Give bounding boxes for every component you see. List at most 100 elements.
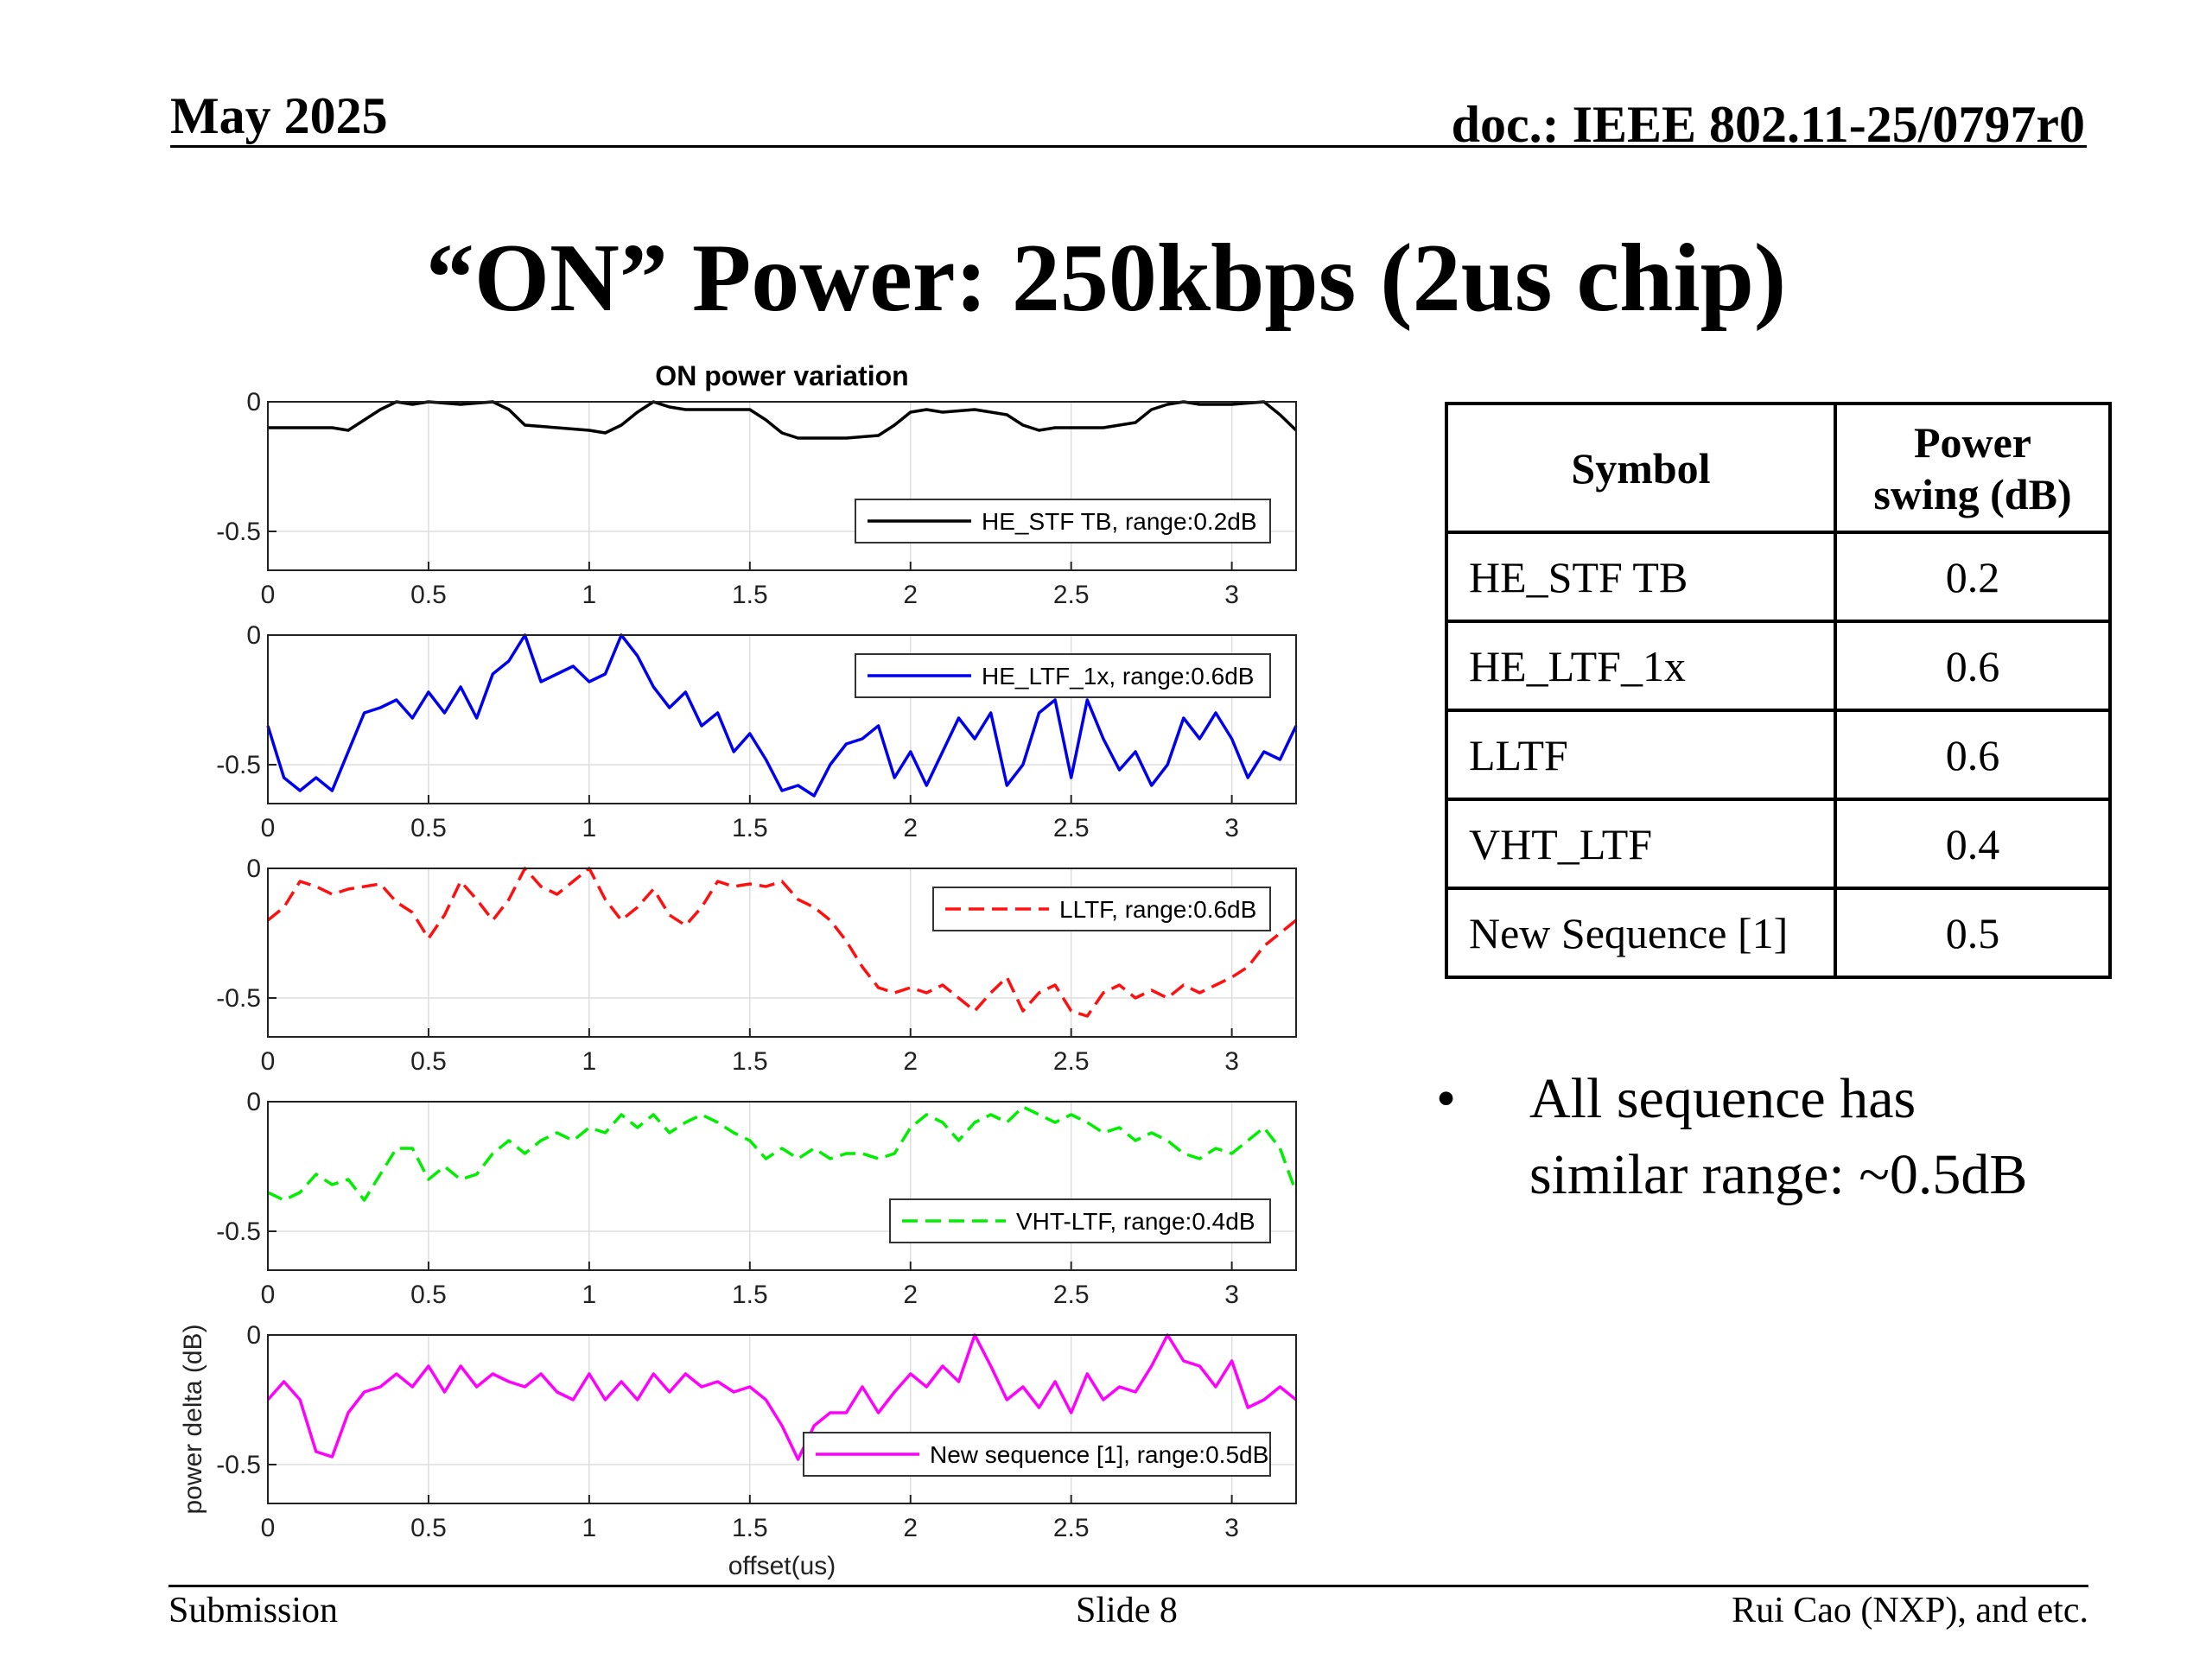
x-tick-label: 2: [903, 1047, 918, 1076]
x-tick-label: 3: [1224, 581, 1239, 609]
table-row: HE_LTF_1x 0.6: [1445, 620, 2112, 712]
x-tick-label: 0: [261, 1047, 276, 1076]
bullet-line: similar range: ~0.5dB: [1529, 1143, 2028, 1206]
y-tick-label: -0.5: [216, 518, 261, 546]
x-tick-label: 0: [261, 1281, 276, 1309]
x-tick-label: 0: [261, 1514, 276, 1542]
x-tick-label: 0.5: [410, 581, 447, 609]
axes-box: [267, 868, 1297, 1038]
y-tick-label: 0: [246, 388, 261, 416]
x-tick-label: 2: [903, 814, 918, 842]
x-tick-label: 1.5: [732, 1047, 768, 1076]
y-tick-label: 0: [246, 1088, 261, 1116]
x-tick-label: 2: [903, 1281, 918, 1309]
table-cell-symbol: HE_STF TB: [1445, 531, 1837, 623]
chart-svg: ON power variation 0 0.5 1 1.5 2 2.5 3 0 -0.5 HE_S…: [179, 360, 1298, 1580]
table-header-row: Symbol Power swing (dB): [1445, 402, 2112, 534]
y-tick-label: 0: [246, 621, 261, 650]
axes-box: [267, 401, 1297, 571]
table-cell-symbol: HE_LTF_1x: [1445, 620, 1837, 712]
x-tick-label: 1.5: [732, 1281, 768, 1309]
bullet-text: All sequence has similar range: ~0.5dB: [1529, 1061, 2134, 1213]
x-tick-label: 1.5: [732, 581, 768, 609]
series-line: [266, 867, 1298, 1018]
x-tick-label: 1: [582, 1047, 597, 1076]
y-axis-label: power delta (dB): [179, 1324, 207, 1514]
chart-title: ON power variation: [655, 360, 908, 391]
table-header-swing: Power swing (dB): [1834, 402, 2112, 534]
footer-author: Rui Cao (NXP), and etc.: [1732, 1591, 2088, 1630]
axes-box: [267, 634, 1297, 804]
table-cell-swing: 0.4: [1834, 798, 2112, 890]
x-tick-label: 0.5: [410, 1514, 447, 1542]
y-tick-label: 0: [246, 855, 261, 883]
series-line: [267, 1105, 1298, 1202]
bullet-marker: •: [1436, 1067, 1457, 1130]
x-tick-label: 2: [903, 581, 918, 609]
table-cell-swing: 0.6: [1834, 709, 2112, 801]
table-cell-symbol: New Sequence [1]: [1445, 887, 1837, 979]
footer-rule: [168, 1585, 2088, 1587]
table-cell-swing: 0.6: [1834, 620, 2112, 712]
series-line: [266, 1333, 1298, 1461]
table-header-symbol-text: Symbol: [1571, 443, 1711, 493]
table-row: New Sequence [1] 0.5: [1445, 887, 2112, 979]
table-header-swing-line2: swing (dB): [1873, 469, 2072, 518]
y-tick-label: -0.5: [216, 984, 261, 1013]
x-tick-label: 0: [261, 814, 276, 842]
x-tick-label: 2.5: [1053, 1281, 1090, 1309]
series-line: [268, 400, 1298, 440]
x-tick-label: 2.5: [1053, 581, 1090, 609]
axes-box: [267, 1334, 1297, 1504]
x-tick-label: 2.5: [1053, 1514, 1090, 1542]
x-tick-label: 0.5: [410, 1281, 447, 1309]
x-tick-label: 0: [261, 581, 276, 609]
x-tick-label: 3: [1224, 814, 1239, 842]
y-tick-label: -0.5: [216, 1451, 261, 1479]
table-row: VHT_LTF 0.4: [1445, 798, 2112, 890]
legend-label: HE_LTF_1x, range:0.6dB: [982, 663, 1254, 690]
header-doc-id: doc.: IEEE 802.11-25/0797r0: [1451, 96, 2085, 153]
chart-figure: ON power variation 0 0.5 1 1.5 2 2.5 3 0 -0.5 HE_S…: [168, 353, 1326, 1584]
table-header-swing-line1: Power: [1913, 417, 2032, 467]
x-tick-label: 2: [903, 1514, 918, 1542]
x-tick-label: 2.5: [1053, 1047, 1090, 1076]
x-tick-label: 3: [1224, 1281, 1239, 1309]
x-tick-label: 0.5: [410, 1047, 447, 1076]
slide-title: “ON” Power: 250kbps (2us chip): [425, 225, 1787, 332]
series-line: [266, 633, 1298, 798]
legend-label: HE_STF TB, range:0.2dB: [982, 508, 1257, 535]
x-tick-label: 1: [582, 581, 597, 609]
table-cell-symbol: LLTF: [1445, 709, 1837, 801]
x-tick-label: 3: [1224, 1514, 1239, 1542]
x-tick-label: 1.5: [732, 1514, 768, 1542]
table-cell-swing: 0.5: [1834, 887, 2112, 979]
x-tick-label: 1: [582, 1281, 597, 1309]
x-tick-label: 3: [1224, 1047, 1239, 1076]
table-cell-swing: 0.2: [1834, 531, 2112, 623]
table-header-symbol: Symbol: [1445, 402, 1837, 534]
table-cell-symbol: VHT_LTF: [1445, 798, 1837, 890]
footer-submission: Submission: [168, 1591, 339, 1630]
x-tick-label: 1: [582, 814, 597, 842]
header-date: May 2025: [170, 87, 388, 144]
y-tick-label: 0: [246, 1321, 261, 1350]
power-swing-table: Symbol Power swing (dB) HE_STF TB 0.2 HE…: [1445, 402, 2112, 979]
footer-slide-number: Slide 8: [1076, 1591, 1178, 1630]
x-tick-label: 2.5: [1053, 814, 1090, 842]
x-axis-label: offset(us): [728, 1552, 836, 1580]
legend-label: VHT-LTF, range:0.4dB: [1016, 1208, 1255, 1235]
bullet-line: All sequence has: [1529, 1067, 1916, 1130]
header-rule: [170, 145, 2087, 148]
legend-label: New sequence [1], range:0.5dB: [930, 1441, 1268, 1468]
table-row: LLTF 0.6: [1445, 709, 2112, 801]
table-row: HE_STF TB 0.2: [1445, 531, 2112, 623]
y-tick-label: -0.5: [216, 1217, 261, 1246]
legend-label: LLTF, range:0.6dB: [1059, 896, 1256, 923]
y-tick-label: -0.5: [216, 751, 261, 779]
x-tick-label: 1: [582, 1514, 597, 1542]
legend-box: [932, 887, 1271, 931]
axes-box: [267, 1101, 1297, 1271]
x-tick-label: 0.5: [410, 814, 447, 842]
x-tick-label: 1.5: [732, 814, 768, 842]
